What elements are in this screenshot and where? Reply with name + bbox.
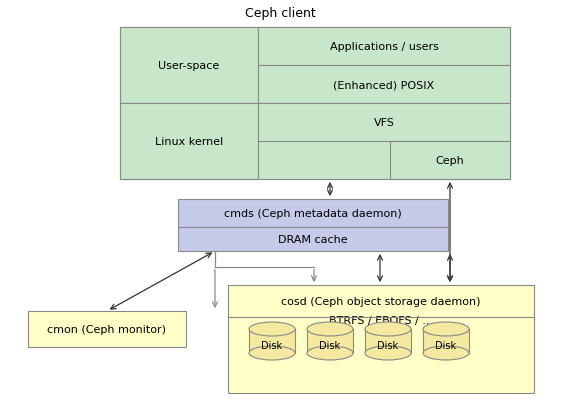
Bar <box>423 329 469 353</box>
Text: Disk: Disk <box>435 340 457 350</box>
Bar <box>120 104 258 180</box>
Bar <box>178 200 448 227</box>
Text: cosd (Ceph object storage daemon): cosd (Ceph object storage daemon) <box>281 296 481 306</box>
Text: VFS: VFS <box>374 118 394 128</box>
Bar <box>249 329 295 353</box>
Text: Disk: Disk <box>378 340 398 350</box>
Bar <box>258 66 510 104</box>
Ellipse shape <box>249 322 295 336</box>
Text: Ceph: Ceph <box>436 156 465 166</box>
Text: User-space: User-space <box>158 61 219 71</box>
Ellipse shape <box>249 346 295 360</box>
Text: Applications / users: Applications / users <box>329 42 439 52</box>
Bar <box>120 28 258 104</box>
Bar <box>258 104 510 142</box>
Ellipse shape <box>365 346 411 360</box>
Ellipse shape <box>365 322 411 336</box>
Text: Disk: Disk <box>261 340 283 350</box>
Bar <box>390 142 510 180</box>
Bar <box>228 285 534 393</box>
Ellipse shape <box>423 322 469 336</box>
Text: DRAM cache: DRAM cache <box>278 235 348 244</box>
Bar <box>258 28 510 66</box>
Bar <box>178 227 448 251</box>
Ellipse shape <box>307 322 353 336</box>
Text: Ceph client: Ceph client <box>245 6 315 20</box>
Text: cmon (Ceph monitor): cmon (Ceph monitor) <box>48 324 167 334</box>
Text: Disk: Disk <box>319 340 341 350</box>
Bar <box>28 311 186 347</box>
Text: (Enhanced) POSIX: (Enhanced) POSIX <box>333 80 435 90</box>
Text: Linux kernel: Linux kernel <box>155 137 223 147</box>
Text: cmds (Ceph metadata daemon): cmds (Ceph metadata daemon) <box>224 209 402 219</box>
Text: BTRFS / EBOFS / ...: BTRFS / EBOFS / ... <box>329 315 433 325</box>
Bar <box>307 329 353 353</box>
Ellipse shape <box>307 346 353 360</box>
Bar <box>365 329 411 353</box>
Bar <box>120 28 510 180</box>
Ellipse shape <box>423 346 469 360</box>
